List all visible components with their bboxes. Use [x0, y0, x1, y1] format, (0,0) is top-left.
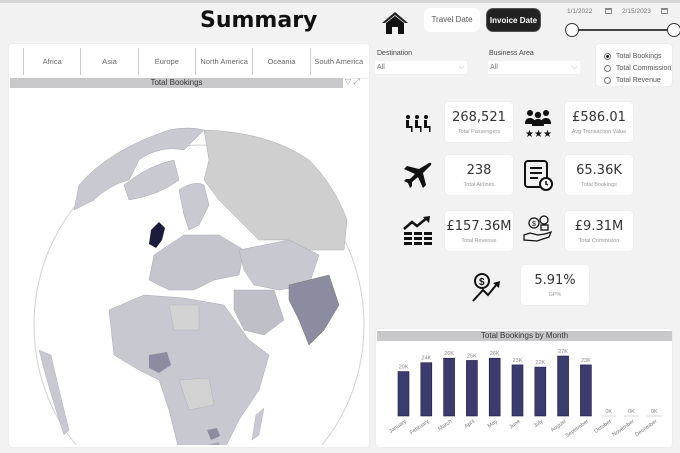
invoice-date-button[interactable]: Invoice Date: [486, 8, 541, 32]
slider-start-handle[interactable]: [565, 23, 579, 37]
chevron-down-icon: ⌵: [571, 64, 577, 71]
x-axis-label: February: [409, 419, 431, 437]
region-north-america[interactable]: North America: [194, 48, 252, 75]
x-axis-label: July: [533, 419, 545, 430]
data-label: 27K: [558, 349, 568, 355]
metric-selector: Total Bookings Total Commission Total Re…: [595, 43, 673, 87]
bookings-by-month-chart: Total Bookings by Month 20K January 24K Feb…: [375, 328, 673, 448]
chart-title: Total Bookings by Month: [377, 331, 672, 341]
destination-value: All: [377, 64, 385, 71]
kpi-avg-transaction-value: £586.01 Avg Transaction Value: [564, 101, 634, 143]
money-hand-icon: $: [523, 215, 553, 242]
data-label: 0K: [605, 409, 612, 415]
kpi-total-revenue: £157.36M Total Revenue: [444, 210, 514, 252]
kpi-total-commission: £9.31M Total Commision: [564, 210, 634, 252]
svg-text:★: ★: [543, 129, 552, 140]
bar-chart[interactable]: 20K January 24K February 26K March 25K April 26K…: [376, 343, 674, 447]
chevron-down-icon: ⌵: [458, 64, 464, 71]
x-axis-label: November: [611, 419, 635, 439]
calendar-icon[interactable]: [605, 8, 612, 14]
date-range-slider[interactable]: [572, 29, 674, 31]
bar-january[interactable]: [397, 371, 410, 417]
end-date-input[interactable]: 2/15/2023: [622, 8, 651, 15]
region-south-america[interactable]: South America: [309, 48, 367, 75]
kpi-total-bookings: 65.36K Total Bookings: [564, 154, 634, 196]
region-slicer: Africa Asia Europe North America Oceania…: [9, 44, 371, 79]
x-axis-label: October: [593, 419, 613, 435]
map-panel: Africa Asia Europe North America Oceania…: [8, 43, 371, 448]
x-axis-label: September: [565, 419, 591, 439]
data-label: 20K: [399, 365, 409, 371]
business-area-dropdown[interactable]: All ⌵: [488, 61, 580, 75]
globe-map[interactable]: [9, 90, 369, 445]
radio-total-commission[interactable]: Total Commission: [604, 63, 671, 73]
kpi-total-passengers: 268,521 Total Passengers: [444, 101, 514, 143]
airplane-icon: [404, 162, 432, 188]
map-title: Total Bookings: [10, 78, 343, 88]
business-area-label: Business Area: [489, 50, 534, 57]
dollar-growth-icon: $: [472, 273, 500, 302]
radio-selected-icon: [604, 52, 611, 60]
radio-total-revenue[interactable]: Total Revenue: [604, 75, 661, 85]
page-title: Summary: [200, 8, 318, 33]
kpi-gp-percent: 5.91% GP%: [520, 264, 590, 306]
svg-text:★: ★: [534, 129, 543, 140]
bar-february[interactable]: [420, 362, 433, 417]
data-label: 25K: [467, 353, 477, 359]
svg-text:★: ★: [525, 129, 534, 140]
map-toolbar: ▽ ⤢: [345, 77, 360, 87]
region-africa[interactable]: Africa: [23, 48, 80, 75]
region-asia[interactable]: Asia: [80, 48, 137, 75]
data-label: 26K: [490, 351, 500, 357]
destination-dropdown[interactable]: All ⌵: [375, 61, 467, 75]
radio-unselected-icon: [604, 76, 611, 84]
data-label: 22K: [535, 360, 545, 366]
region-oceania[interactable]: Oceania: [252, 48, 309, 75]
x-axis-label: June: [508, 419, 521, 431]
radio-total-bookings[interactable]: Total Bookings: [604, 51, 662, 61]
home-icon[interactable]: [380, 10, 410, 36]
region-europe[interactable]: Europe: [137, 48, 195, 75]
data-label: 0K: [651, 409, 658, 415]
x-axis-label: January: [388, 419, 408, 435]
passengers-seated-icon: [406, 115, 431, 132]
filter-icon[interactable]: ▽: [345, 77, 352, 86]
data-label: 26K: [444, 351, 454, 357]
document-clock-icon: [524, 160, 553, 191]
x-axis-label: March: [437, 419, 453, 433]
start-date-input[interactable]: 1/1/2022: [567, 8, 593, 15]
x-axis-label: April: [464, 419, 476, 430]
bar-june[interactable]: [511, 364, 524, 417]
radio-unselected-icon: [604, 64, 611, 72]
svg-text:$: $: [479, 277, 485, 288]
top-border: [0, 0, 680, 3]
travel-date-button[interactable]: Travel Date: [424, 8, 480, 32]
calendar-icon[interactable]: [661, 8, 668, 14]
x-axis-label: December: [634, 419, 658, 439]
focus-mode-icon[interactable]: ⤢: [353, 77, 360, 86]
data-label: 23K: [581, 358, 591, 364]
x-axis-label: May: [487, 419, 499, 430]
destination-label: Destination: [377, 50, 413, 57]
business-area-value: All: [490, 64, 498, 71]
svg-text:$: $: [532, 221, 536, 228]
bar-september[interactable]: [580, 364, 592, 417]
kpi-total-airlines: 238 Total Airlines: [444, 154, 514, 196]
bar-march[interactable]: [443, 357, 455, 417]
group-rating-icon: ★ ★ ★: [525, 110, 552, 140]
bar-may[interactable]: [488, 357, 501, 417]
data-label: 23K: [513, 358, 523, 364]
x-axis-label: August: [550, 418, 568, 433]
slider-end-handle[interactable]: [667, 23, 680, 37]
data-label: 24K: [421, 356, 431, 362]
revenue-growth-icon: [403, 216, 432, 245]
bar-august[interactable]: [557, 355, 569, 417]
bar-july[interactable]: [534, 366, 547, 417]
data-label: 0K: [628, 409, 635, 415]
bar-april[interactable]: [466, 360, 478, 417]
